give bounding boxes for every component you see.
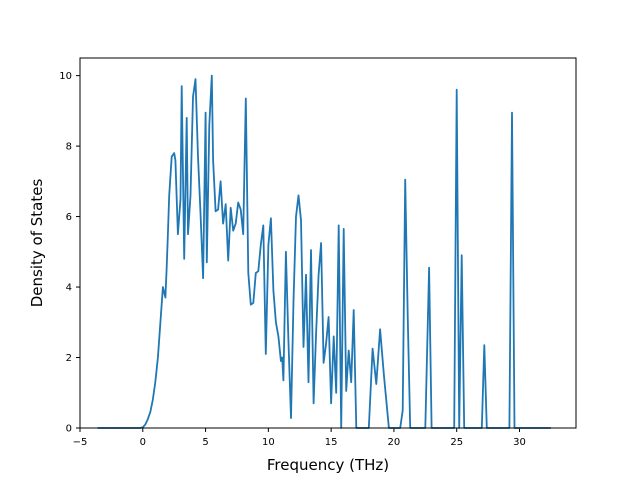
y-tick-label: 4 [66,283,72,294]
plot-area [80,58,576,428]
y-axis-ticks: 0 2 4 6 8 10 [59,71,80,435]
y-tick-label: 0 [66,424,72,435]
y-tick-label: 2 [66,353,72,364]
x-tick-label: 20 [388,437,401,448]
x-axis-label: Frequency (THz) [267,456,389,474]
x-tick-label: 5 [202,437,208,448]
x-tick-label: 10 [262,437,275,448]
x-tick-label: 15 [325,437,338,448]
axes-frame [79,57,577,429]
y-tick-label: 8 [66,142,72,153]
x-tick-label: 25 [450,437,463,448]
x-tick-label: 0 [140,437,146,448]
y-axis-label: Density of States [28,179,46,308]
y-tick-label: 6 [66,212,72,223]
x-tick-label: 30 [513,437,526,448]
axes-background [80,58,576,428]
series-line-dos [97,74,551,429]
x-tick-label: −5 [73,437,88,448]
y-tick-label: 10 [59,71,72,82]
